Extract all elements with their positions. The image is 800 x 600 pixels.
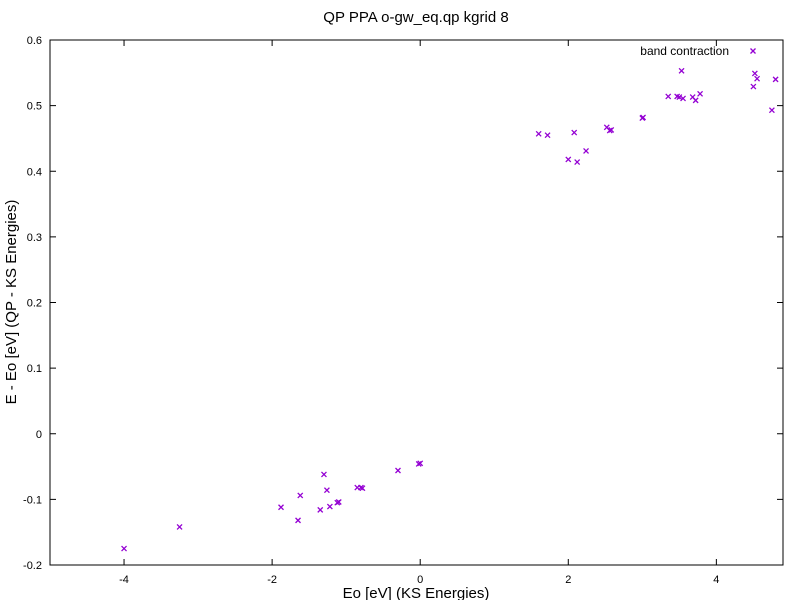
data-point [176, 523, 183, 530]
legend-entry-marker [750, 48, 756, 54]
data-point [665, 93, 672, 100]
data-point [297, 492, 304, 499]
data-point [326, 503, 333, 510]
plot-frame [49, 39, 784, 566]
data-point [640, 114, 647, 121]
data-point [320, 471, 327, 478]
data-point [417, 460, 424, 467]
data-point [768, 107, 775, 114]
data-point [676, 94, 683, 101]
legend-marker-icon [750, 48, 756, 54]
data-point [583, 147, 590, 154]
axis-ticks [50, 39, 783, 566]
data-point [323, 487, 330, 494]
data-point [335, 499, 342, 505]
y-tick-label: 0.3 [27, 232, 42, 244]
y-axis-label: E - Eo [eV] (QP - KS Energies) [3, 200, 20, 405]
data-point [772, 76, 779, 83]
data-point [395, 467, 401, 474]
data-point [317, 506, 324, 513]
data-point [565, 156, 572, 163]
data-point [697, 90, 704, 97]
axis-tick-labels: -4 -2 0 2 4 -0.2 -0.1 0 0.1 0.2 0.3 0.4 0.5 0.6 [23, 35, 719, 586]
data-point [571, 129, 578, 136]
data-point [608, 126, 615, 133]
x-tick-label: 4 [713, 574, 719, 586]
y-tick-label: 0.1 [27, 363, 42, 375]
chart-title: QP PPA o-gw_eq.qp kgrid 8 [323, 9, 508, 26]
y-tick-label: 0.4 [27, 166, 42, 178]
x-axis-label: Eo [eV] (KS Energies) [343, 585, 490, 600]
data-point [692, 97, 699, 104]
data-points [121, 67, 779, 552]
legend: band contraction [640, 44, 756, 58]
y-tick-label: 0.5 [27, 101, 42, 113]
legend-entry-label: band contraction [640, 44, 729, 58]
x-tick-label: -4 [119, 574, 129, 586]
y-tick-label: 0.2 [27, 298, 42, 310]
x-tick-label: 0 [417, 574, 423, 586]
y-tick-label: 0 [36, 429, 42, 441]
data-point [359, 485, 366, 492]
x-tick-label: 2 [565, 574, 571, 586]
data-point [678, 67, 685, 74]
y-tick-label: -0.2 [23, 560, 42, 572]
data-point [750, 83, 757, 90]
data-point [535, 130, 542, 137]
y-tick-label: 0.6 [27, 35, 42, 47]
data-point [754, 75, 761, 82]
data-point [574, 159, 581, 166]
data-point [278, 504, 284, 511]
data-point [121, 545, 128, 552]
data-point [680, 95, 687, 102]
data-point [751, 70, 758, 77]
x-tick-label: -2 [267, 574, 277, 586]
data-point [544, 132, 551, 139]
data-point [295, 517, 301, 524]
y-tick-label: -0.1 [23, 494, 42, 506]
